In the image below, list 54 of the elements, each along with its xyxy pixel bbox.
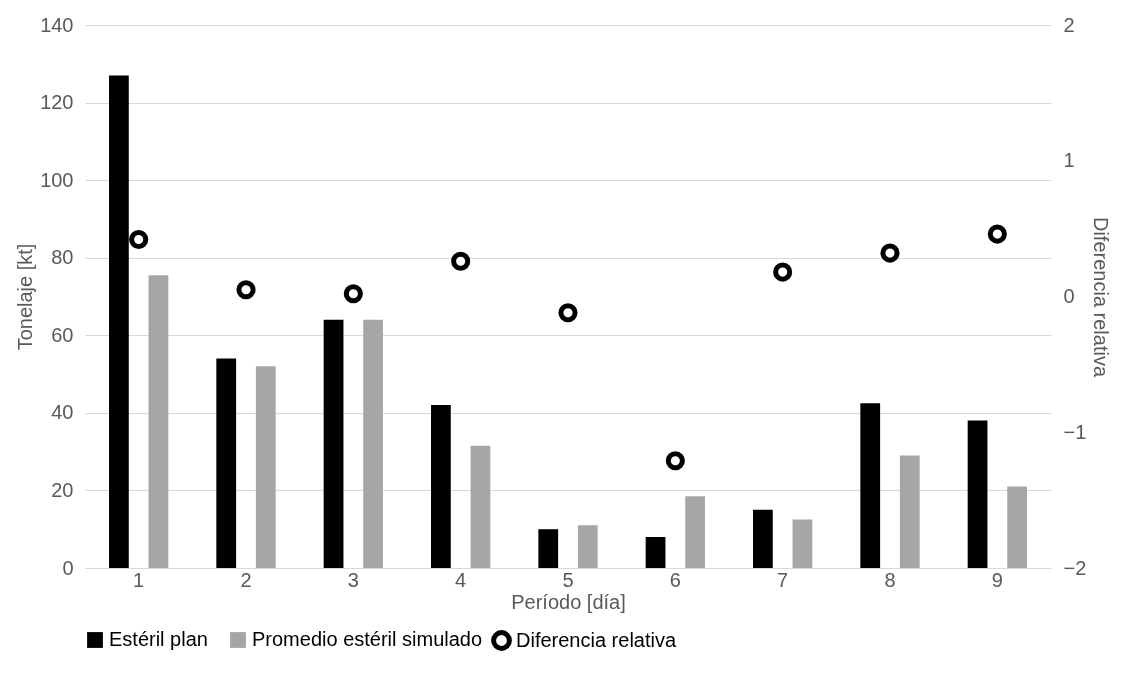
point — [987, 224, 1007, 244]
bar — [577, 525, 598, 568]
bar — [363, 319, 383, 568]
point — [236, 280, 256, 300]
y-tick-label: 0 — [62, 556, 74, 579]
bar — [899, 455, 920, 568]
bar — [860, 403, 881, 568]
bar — [792, 519, 813, 568]
x-tick-label: 1 — [133, 568, 145, 591]
bar — [645, 536, 666, 568]
bar — [470, 445, 491, 568]
y2-tick-label: 0 — [1063, 285, 1075, 307]
point — [880, 243, 900, 263]
x-tick-label: 8 — [884, 568, 896, 591]
y2-tick-label: 2 — [1063, 13, 1075, 36]
x-axis-title: Período [día] — [511, 590, 626, 613]
y-tick-label: 60 — [51, 323, 74, 346]
bar — [323, 319, 344, 568]
y-tick-label: 40 — [51, 401, 74, 424]
bar — [1007, 486, 1027, 568]
x-tick-label: 2 — [240, 568, 252, 591]
point — [343, 284, 363, 304]
legend-label: Diferencia relativa — [516, 628, 677, 651]
x-tick-label: 4 — [455, 568, 467, 591]
x-tick-label: 9 — [991, 568, 1003, 591]
bar — [431, 405, 451, 568]
bar — [216, 358, 237, 568]
bar — [538, 529, 559, 568]
bar — [148, 275, 169, 568]
y-tick-label: 120 — [40, 91, 74, 114]
y2-axis-title: Diferencia relativa — [1090, 216, 1113, 378]
x-tick-label: 7 — [777, 568, 789, 591]
x-tick-label: 6 — [669, 568, 681, 591]
point — [129, 229, 149, 250]
y-tick-label: 80 — [51, 246, 74, 269]
legend-label: Estéril plan — [109, 628, 208, 650]
y-tick-label: 140 — [40, 13, 74, 36]
point — [558, 303, 578, 323]
x-tick-label: 3 — [347, 568, 359, 591]
bar — [967, 420, 988, 568]
x-tick-label: 5 — [562, 568, 574, 591]
y2-tick-label: −1 — [1063, 420, 1087, 443]
point — [451, 251, 471, 271]
bar — [685, 496, 705, 568]
point — [773, 262, 793, 282]
legend-label: Promedio estéril simulado — [252, 628, 483, 650]
bar — [753, 509, 773, 568]
y-tick-label: 100 — [40, 168, 74, 191]
y-axis-title: Tonelaje [kt] — [14, 243, 37, 351]
y2-tick-label: −2 — [1063, 556, 1087, 579]
y2-tick-label: 1 — [1063, 149, 1075, 172]
y-tick-label: 20 — [51, 478, 74, 501]
point — [665, 451, 685, 471]
bar — [255, 366, 276, 568]
